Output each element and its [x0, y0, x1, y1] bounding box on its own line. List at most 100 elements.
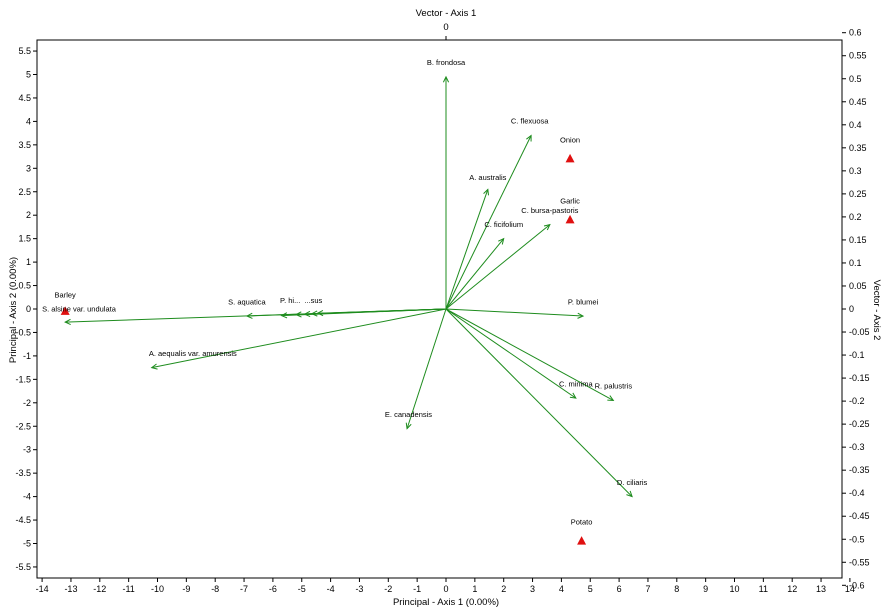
vector-label: S. aquatica [228, 297, 266, 306]
x-tick-label: -1 [413, 584, 421, 594]
vector-line [445, 224, 551, 310]
x-tick-label: 8 [674, 584, 679, 594]
right-tick-label: -0.15 [849, 373, 870, 383]
vector-arrowhead [316, 309, 324, 317]
x-tick-label: 11 [759, 584, 768, 594]
vector-line [445, 189, 489, 310]
x-tick-label: 3 [530, 584, 535, 594]
vector-label: C. ficifolium [484, 220, 523, 229]
x-tick-label: 4 [559, 584, 564, 594]
right-tick-label: -0.55 [849, 557, 870, 567]
x-tick-label: 5 [588, 584, 593, 594]
vector-arrowhead [442, 75, 450, 83]
x-tick-label: 12 [787, 584, 797, 594]
vector-arrowhead [626, 490, 633, 498]
right-tick-label: 0.5 [849, 74, 862, 84]
x-tick-label: -3 [355, 584, 363, 594]
y-tick-label: 0.5 [18, 281, 31, 291]
x-tick-label: -6 [269, 584, 277, 594]
x-tick-label: -12 [93, 584, 106, 594]
right-tick-label: -0.5 [849, 534, 865, 544]
vector-label: E. canadensis [385, 410, 432, 419]
y-tick-label: -2 [23, 398, 31, 408]
right-tick-label: 0.45 [849, 97, 867, 107]
point-label: Potato [571, 518, 593, 527]
y-tick-label: -4 [23, 492, 31, 502]
x-tick-label: -7 [240, 584, 248, 594]
vector-label: D. ciliaris [617, 478, 648, 487]
vector-arrowhead [245, 312, 253, 319]
x-tick-label: -9 [182, 584, 190, 594]
y-tick-label: 4.5 [18, 93, 31, 103]
y-tick-label: -4.5 [15, 515, 31, 525]
vector-arrowhead [577, 312, 585, 319]
right-tick-label: -0.25 [849, 419, 870, 429]
top-axis-title: Vector - Axis 1 [416, 8, 477, 19]
right-axis-title: Vector - Axis 2 [871, 280, 882, 341]
vector-arrowhead [280, 312, 288, 319]
vector-line [445, 308, 614, 401]
right-tick-label: -0.05 [849, 327, 870, 337]
x-tick-label: -10 [151, 584, 164, 594]
vector-label: A. aequalis var. amurensis [149, 349, 237, 358]
y-tick-label: 3 [26, 163, 31, 173]
vector-label: C. minima [559, 379, 594, 388]
vector-line [445, 308, 633, 497]
vector-label: ...sus [304, 296, 322, 305]
vector-label: B. frondosa [427, 58, 466, 67]
sample-point-marker [60, 306, 70, 315]
vector-line [445, 308, 584, 317]
x-axis-title: Principal - Axis 1 (0.00%) [393, 597, 499, 608]
y-tick-label: -5 [23, 539, 31, 549]
y-tick-label: 2 [26, 210, 31, 220]
vector-arrows [64, 75, 633, 498]
y-axis-title: Principal - Axis 2 (0.00%) [8, 257, 19, 363]
right-tick-label: 0.3 [849, 166, 862, 176]
x-tick-label: 13 [816, 584, 826, 594]
right-tick-label: 0.05 [849, 281, 867, 291]
vector-line [445, 238, 505, 310]
vector-line [406, 308, 447, 429]
right-tick-label: 0.4 [849, 120, 862, 130]
y-tick-label: 5 [26, 70, 31, 80]
x-tick-label: 10 [729, 584, 739, 594]
point-label: Onion [560, 136, 580, 145]
x-tick-label: 6 [617, 584, 622, 594]
vector-arrowhead [405, 422, 412, 430]
vector-arrowhead [607, 395, 615, 402]
y-tick-label: 0 [26, 304, 31, 314]
vector-arrowhead [310, 310, 318, 317]
vector-arrowhead [150, 363, 158, 370]
y-tick-label: 3.5 [18, 140, 31, 150]
plot-labels: B. frondosa C. flexuosa A. australis C. bur… [42, 58, 647, 527]
y-tick-label: -3.5 [15, 468, 31, 478]
y-tick-label: 2.5 [18, 187, 31, 197]
x-tick-label: 1 [472, 584, 477, 594]
x-tick-label: 9 [703, 584, 708, 594]
x-tick-label: -5 [298, 584, 306, 594]
right-tick-label: 0.25 [849, 189, 867, 199]
y-tick-label: 1.5 [18, 234, 31, 244]
right-tick-label: -0.2 [849, 396, 865, 406]
right-tick-label: 0.15 [849, 235, 867, 245]
vector-arrowhead [64, 318, 71, 326]
x-tick-label: 0 [443, 584, 448, 594]
vector-line [151, 308, 447, 369]
right-tick-label: 0.6 [849, 28, 862, 38]
sample-point-marker [565, 214, 575, 224]
vector-label: P. blumei [568, 297, 599, 306]
vector-label: P. hi... [280, 296, 300, 305]
right-tick-label: 0.2 [849, 212, 862, 222]
vector-arrowhead [498, 237, 505, 245]
point-label: Barley [55, 290, 77, 299]
top-axis-tick: 0 [443, 22, 448, 33]
vector-label: A. australis [469, 173, 506, 182]
y-tick-label: 1 [26, 257, 31, 267]
vector-arrowhead [483, 188, 490, 196]
right-tick-label: -0.1 [849, 350, 865, 360]
y-tick-label: -5.5 [15, 562, 31, 572]
right-tick-label: -0.45 [849, 511, 870, 521]
vector-arrowhead [569, 392, 577, 399]
y-tick-label: -1.5 [15, 374, 31, 384]
vector-line [445, 308, 577, 399]
